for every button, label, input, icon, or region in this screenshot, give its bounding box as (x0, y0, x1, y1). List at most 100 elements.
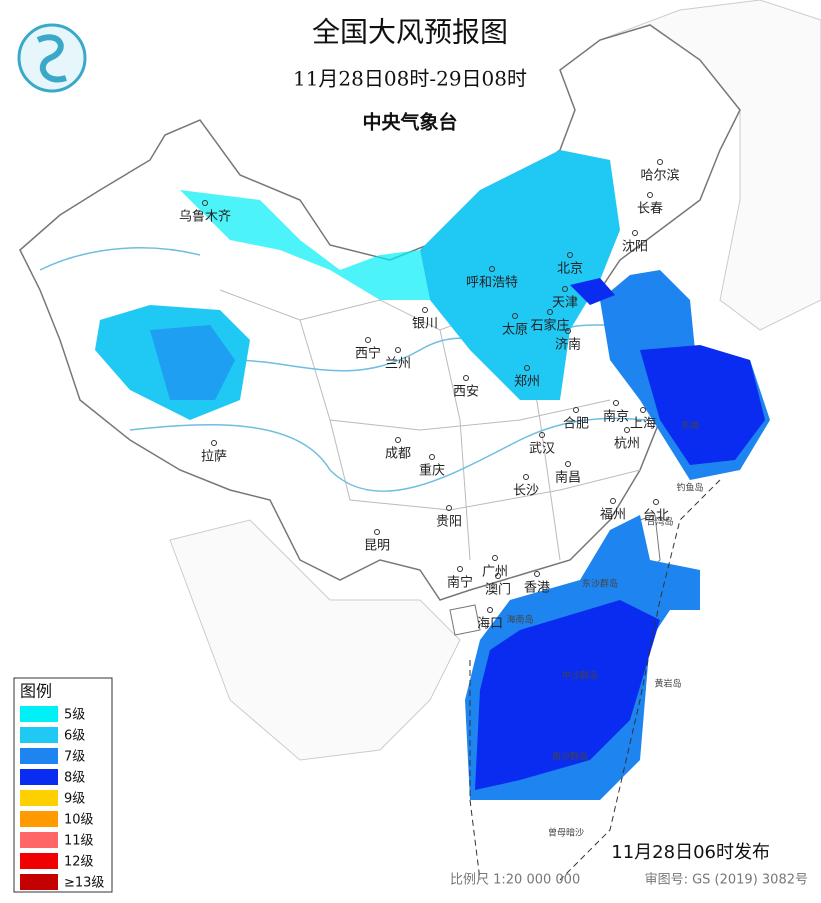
legend-swatch (20, 748, 58, 764)
city-dot (534, 571, 540, 577)
city-label: 福州 (600, 508, 626, 523)
legend-label: 5级 (64, 708, 85, 723)
city-label: 南宁 (447, 575, 473, 591)
city-dot (487, 607, 493, 613)
place-label: 台湾岛 (646, 516, 673, 528)
city-dot (512, 313, 518, 319)
legend-swatch (20, 853, 58, 869)
city-dot (395, 437, 401, 443)
city-label: 太原 (502, 323, 528, 338)
city-label: 西安 (453, 385, 479, 400)
legend-swatch (20, 769, 58, 785)
place-label: 黄岩岛 (654, 678, 681, 690)
city-dot (492, 555, 498, 561)
city-label: 杭州 (614, 437, 640, 452)
wind-8 (640, 345, 765, 465)
city-dot (653, 499, 659, 505)
city-label: 台北 (643, 509, 669, 524)
city-label: 香港 (524, 581, 550, 596)
city-label: 昆明 (364, 539, 390, 554)
legend-swatch (20, 874, 58, 890)
city-label: 贵阳 (436, 515, 462, 530)
city-label: 哈尔滨 (640, 168, 679, 184)
legend-swatch (20, 706, 58, 722)
legend-label: ≥13级 (64, 876, 104, 891)
city-label: 济南 (555, 337, 581, 353)
legend-label: 7级 (64, 750, 85, 765)
wind-areas (95, 150, 770, 800)
city-dot (457, 566, 463, 572)
legend-label: 11级 (64, 834, 94, 849)
place-label: 南沙群岛 (552, 751, 588, 763)
city-label: 沈阳 (622, 240, 648, 255)
city-dot (632, 230, 638, 236)
city-label: 乌鲁木齐 (179, 209, 231, 225)
wind-5 (180, 190, 430, 300)
city-dot (657, 159, 663, 165)
legend-label: 9级 (64, 792, 85, 807)
city-dot (562, 286, 568, 292)
city-label: 银川 (412, 317, 438, 332)
rivers (39, 247, 651, 492)
wind-7 (150, 325, 235, 400)
subtitle: 11月28日08时-29日08时 (293, 67, 527, 91)
city-label: 西宁 (355, 346, 381, 362)
place-label: 钓鱼岛 (676, 482, 703, 494)
place-label: 东沙群岛 (582, 578, 618, 590)
city-label: 南昌 (555, 470, 581, 486)
city-dot (422, 307, 428, 313)
title: 全国大风预报图 (312, 16, 508, 49)
city-label: 兰州 (385, 357, 411, 372)
legend-title: 图例 (20, 682, 52, 701)
city-label: 武汉 (529, 442, 555, 457)
legend-label: 8级 (64, 771, 85, 786)
city-label: 重庆 (419, 463, 445, 479)
city-dot (446, 505, 452, 511)
city-label: 呼和浩特 (466, 276, 518, 291)
city-label: 郑州 (514, 375, 540, 390)
city-dot (524, 365, 530, 371)
city-dot (463, 375, 469, 381)
scale: 比例尺 1:20 000 000 (450, 873, 580, 888)
city-dot (489, 266, 495, 272)
legend-label: 12级 (64, 855, 94, 870)
city-dot (624, 427, 630, 433)
city-dot (547, 309, 553, 315)
city-dot (573, 407, 579, 413)
city-label: 长春 (637, 202, 663, 217)
city-dot (202, 200, 208, 206)
city-dot (429, 454, 435, 460)
city-label: 澳门 (485, 582, 511, 598)
city-label: 南京 (603, 409, 629, 425)
city-dot (539, 432, 545, 438)
legend-swatch (20, 727, 58, 743)
hainan (449, 604, 481, 636)
city-label: 北京 (557, 262, 583, 277)
wind-6 (420, 150, 620, 400)
city-dot (567, 252, 573, 258)
city-dot (395, 347, 401, 353)
sea-boundary (469, 479, 721, 881)
city-label: 上海 (630, 417, 656, 432)
publisher: 中央气象台 (362, 111, 457, 134)
wind-8 (570, 278, 615, 305)
emblem-mark (36, 34, 67, 83)
city-label: 天津 (552, 296, 578, 311)
city-dot (565, 461, 571, 467)
city-dot (610, 498, 616, 504)
city-dot (613, 400, 619, 406)
city-label: 广州 (482, 565, 508, 580)
place-label: 中沙群岛 (562, 670, 598, 682)
city-label: 海口 (477, 617, 503, 632)
city-label: 石家庄 (530, 318, 569, 334)
wind-8 (475, 600, 660, 790)
city-dot (640, 407, 646, 413)
city-dot (211, 440, 217, 446)
place-label: 海南岛 (506, 614, 533, 626)
legend-items: 5级 6级 7级 8级 9级 10级 11级 12级 ≥13级 (20, 706, 104, 891)
city-dot (374, 529, 380, 535)
legend-swatch (20, 790, 58, 806)
